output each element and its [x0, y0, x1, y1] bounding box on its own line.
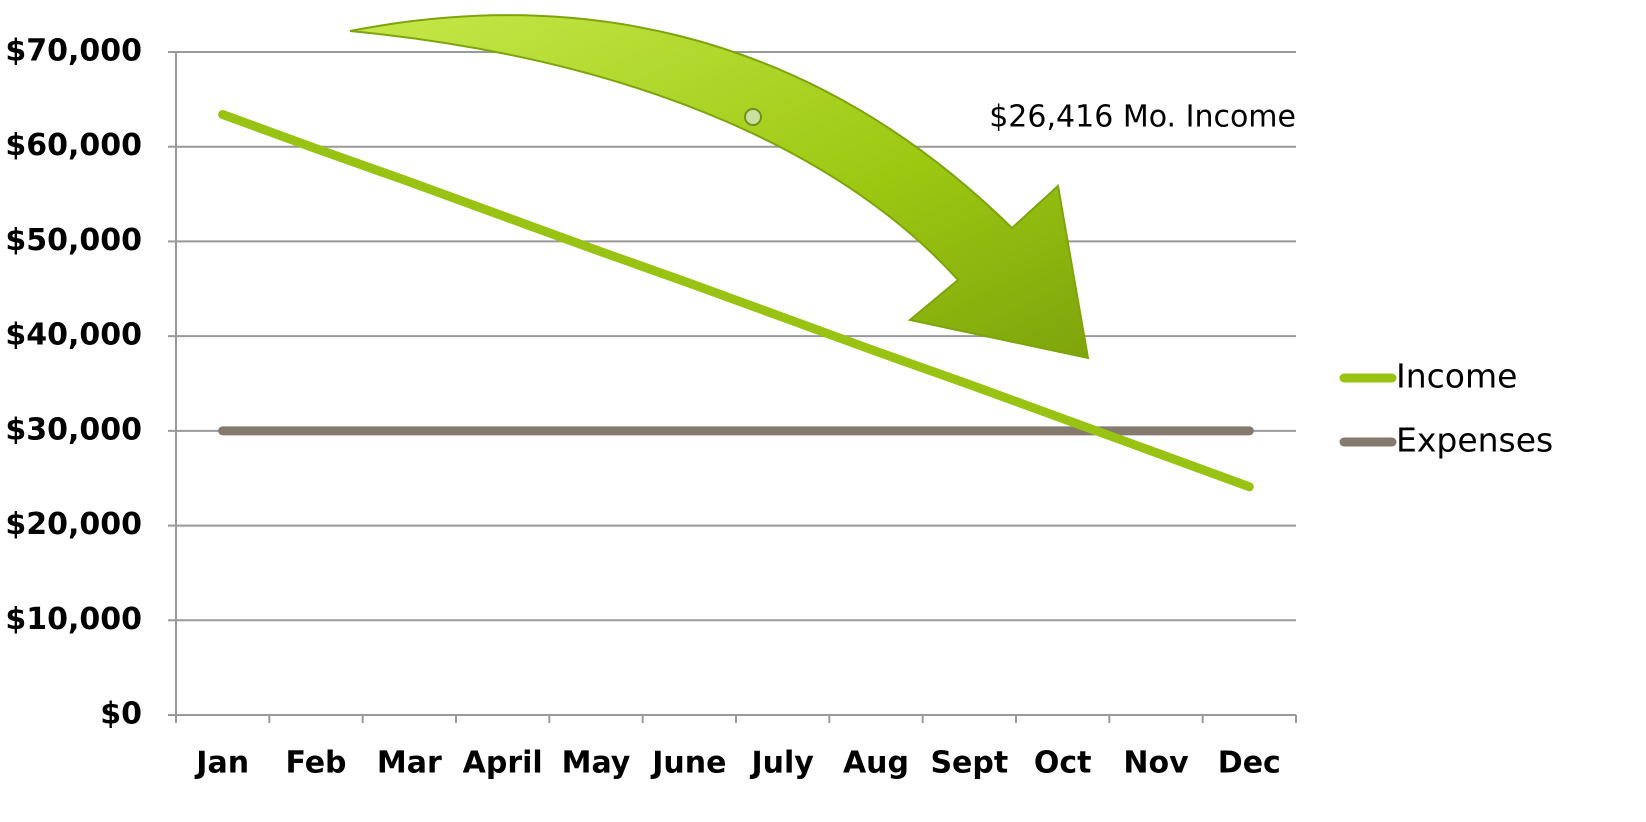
- x-tick-label: Aug: [843, 746, 909, 781]
- x-tick-label: Dec: [1218, 746, 1281, 781]
- x-tick-label: May: [562, 746, 631, 781]
- legend-label: Income: [1396, 357, 1517, 396]
- y-tick-label: $40,000: [5, 318, 142, 353]
- y-tick-label: $50,000: [5, 223, 142, 258]
- x-tick-label: Sept: [930, 746, 1008, 781]
- y-tick-label: $70,000: [5, 34, 142, 69]
- y-tick-label: $0: [100, 697, 142, 732]
- y-tick-label: $30,000: [5, 412, 142, 447]
- x-tick-label: Jan: [194, 746, 249, 781]
- legend-label: Expenses: [1396, 421, 1553, 460]
- x-tick-label: April: [463, 746, 543, 781]
- x-tick-label: June: [650, 746, 726, 781]
- x-tick-label: Mar: [377, 746, 442, 781]
- x-tick-label: Nov: [1123, 746, 1189, 781]
- series-line: [218, 110, 1254, 492]
- plot-area: $0 $10,000 $20,000 $30,000 $40,000 $50,000 $60…: [5, 34, 1297, 781]
- y-tick-label: $10,000: [5, 602, 142, 637]
- arrow-dot: [744, 108, 762, 126]
- y-tick-label: $20,000: [5, 507, 142, 542]
- annotation: $26,416 Mo. Income: [989, 100, 1296, 135]
- trend-arrow: [349, 14, 1090, 360]
- x-tick-label: Feb: [285, 746, 346, 781]
- y-tick-label: $60,000: [5, 128, 142, 163]
- x-tick-label: July: [749, 746, 814, 781]
- x-tick-label: Oct: [1034, 746, 1092, 781]
